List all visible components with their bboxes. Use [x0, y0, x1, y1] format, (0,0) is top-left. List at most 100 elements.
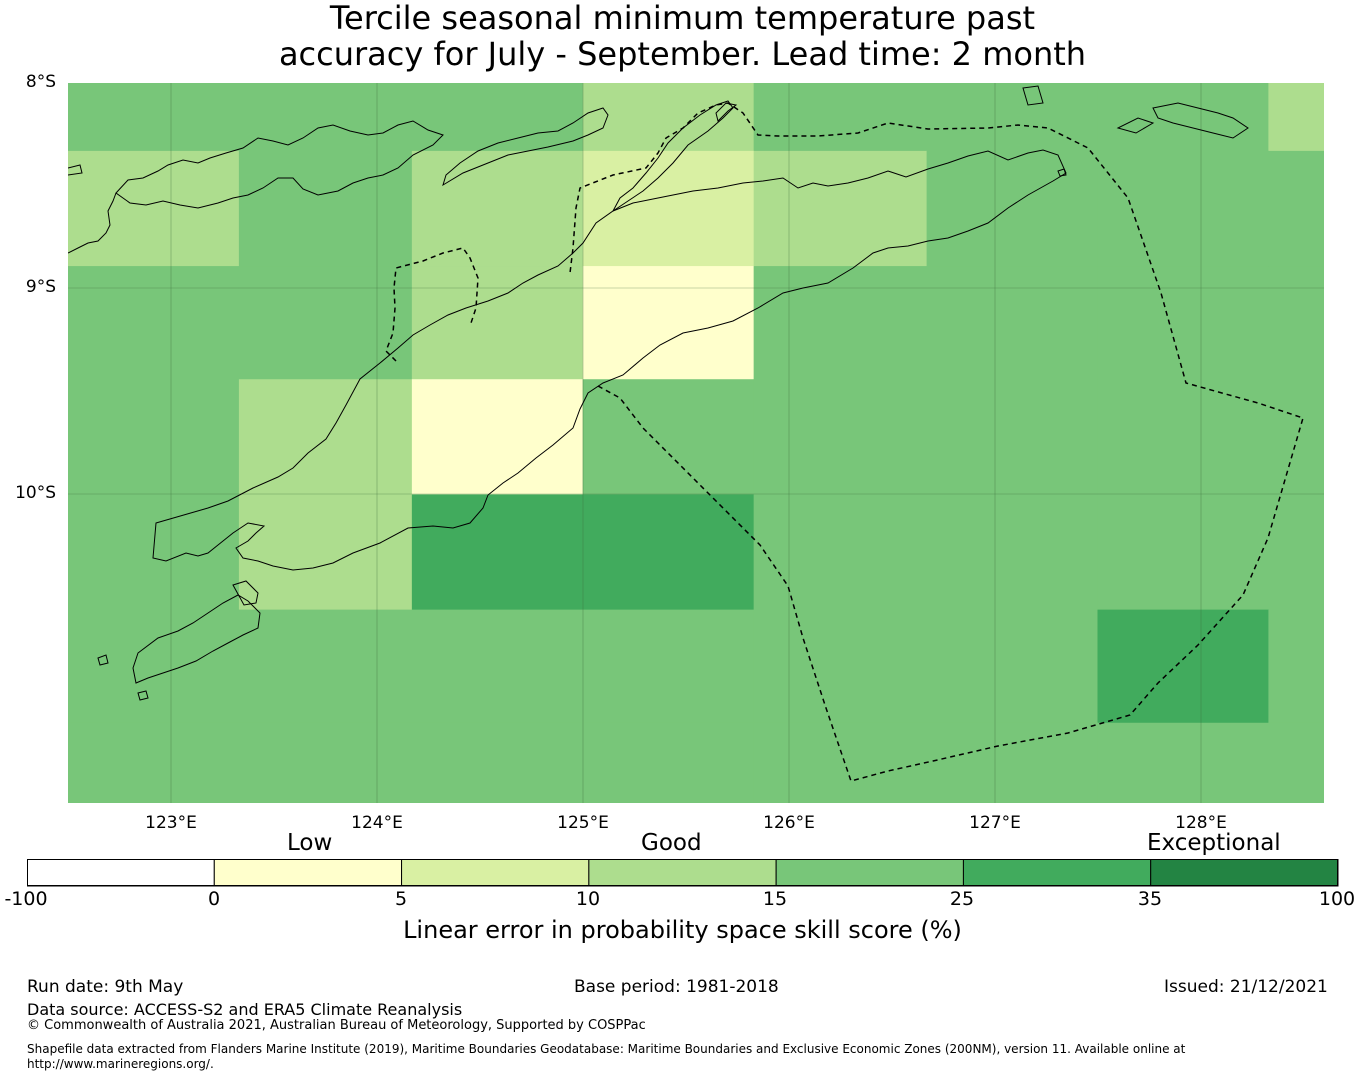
skill-cell: [1268, 722, 1324, 803]
colorbar-tick-5: 5: [394, 888, 408, 910]
lon-label-127e: 127°E: [969, 813, 1021, 833]
skill-cell: [238, 83, 413, 152]
coastline-kisar: [1022, 85, 1044, 106]
skill-cell: [1268, 83, 1324, 152]
colorbar-label: Linear error in probability space skill …: [403, 916, 962, 944]
skill-cell: [68, 609, 240, 724]
skill-cell: [753, 266, 928, 380]
skill-cell: [1268, 609, 1324, 724]
coastline-savu-edge: [137, 690, 149, 701]
skill-cell: [411, 609, 584, 724]
colorbar-category-low: Low: [287, 830, 333, 856]
chart-title-line-2: accuracy for July - September. Lead time…: [278, 35, 1087, 73]
lat-label-8s: 8°S: [25, 72, 56, 92]
coastline-pantar: [68, 192, 117, 254]
skill-cell: [926, 609, 1099, 724]
skill-cell: [1097, 609, 1269, 724]
coastline-timor: [152, 149, 1067, 571]
coastline-flores-edge: [68, 164, 83, 176]
skill-cell: [68, 722, 240, 803]
colorbar-segment: [775, 859, 964, 887]
skill-cell: [926, 150, 1099, 267]
skill-cell: [582, 722, 755, 803]
colorbar-segment: [27, 859, 215, 887]
skill-cell: [68, 150, 240, 267]
chart-title-line-1: Tercile seasonal minimum temperature pas…: [329, 0, 1036, 37]
skill-cell: [238, 266, 413, 380]
run-date: Run date: 9th May: [27, 977, 184, 997]
skill-cell: [582, 83, 755, 152]
colorbar-category-exceptional: Exceptional: [1147, 830, 1281, 856]
coastline-moa: [1152, 102, 1249, 139]
colorbar-segment: [588, 859, 777, 887]
skill-cell: [582, 150, 755, 267]
skill-cell: [926, 722, 1099, 803]
colorbar-border: [27, 859, 1338, 886]
coastline-jaco: [1057, 168, 1067, 177]
skill-cell: [238, 150, 413, 267]
colorbar-tick-10: 10: [575, 888, 601, 910]
coastline-rote: [132, 594, 261, 684]
coastline-ndao: [97, 654, 109, 666]
skill-cell: [68, 379, 240, 495]
coastline-wetar: [442, 107, 609, 187]
eez-oecusse: [385, 247, 479, 362]
lon-label-125e: 125°E: [557, 813, 609, 833]
coastline-leti: [1116, 117, 1155, 134]
skill-cell: [411, 379, 584, 495]
skill-cell: [926, 379, 1099, 495]
skill-cell: [411, 722, 584, 803]
skill-cell: [582, 494, 755, 611]
skill-cell: [582, 609, 755, 724]
colorbar-tick-25: 25: [949, 888, 975, 910]
skill-cell: [582, 379, 755, 495]
skill-cell: [926, 83, 1099, 152]
coastline-atauro: [715, 102, 738, 122]
skill-score-map: [68, 83, 1324, 803]
colorbar-segment: [213, 859, 403, 887]
skill-cell: [1097, 379, 1269, 495]
colorbar-segment: [401, 859, 590, 887]
skill-cell: [1097, 150, 1269, 267]
shapefile-credit-line-2: http://www.marineregions.org/.: [27, 1057, 214, 1071]
skill-cell: [411, 83, 584, 152]
skill-cell: [1268, 379, 1324, 495]
colorbar-tick-15: 15: [762, 888, 788, 910]
skill-cell: [1097, 722, 1269, 803]
lat-label-9s: 9°S: [25, 277, 56, 297]
skill-cell: [753, 494, 928, 611]
lon-label-128e: 128°E: [1175, 813, 1227, 833]
shapefile-credit-line-1: Shapefile data extracted from Flanders M…: [27, 1042, 1186, 1056]
skill-cell: [68, 266, 240, 380]
coastline-alor: [115, 120, 444, 209]
issued-date: Issued: 21/12/2021: [1164, 977, 1328, 997]
colorbar-tick-0: 0: [207, 888, 221, 910]
skill-cell: [753, 722, 928, 803]
lon-label-124e: 124°E: [351, 813, 403, 833]
skill-cell: [1268, 150, 1324, 267]
colorbar: [27, 859, 1339, 887]
skill-cell: [238, 609, 413, 724]
skill-cell: [1268, 266, 1324, 380]
skill-cell: [753, 83, 928, 152]
colorbar-tick-35: 35: [1137, 888, 1163, 910]
colorbar-segment: [962, 859, 1152, 887]
skill-cell: [1097, 266, 1269, 380]
colorbar-category-good: Good: [641, 830, 702, 856]
colorbar-tick-100: 100: [1318, 888, 1356, 910]
skill-cell: [411, 266, 584, 380]
skill-cell: [238, 494, 413, 611]
colorbar-segment: [1150, 859, 1339, 887]
coastlines: [68, 85, 1249, 701]
colorbar-tick-minus-100: -100: [4, 888, 48, 910]
skill-cell: [238, 722, 413, 803]
skill-cell: [753, 379, 928, 495]
skill-cell: [582, 266, 755, 380]
copyright: © Commonwealth of Australia 2021, Austra…: [27, 1018, 646, 1033]
lat-label-10s: 10°S: [15, 483, 56, 503]
skill-cell: [238, 379, 413, 495]
eez-timor-leste: [569, 102, 1304, 782]
coastline-wetar-east: [612, 100, 734, 212]
skill-cell: [753, 609, 928, 724]
base-period: Base period: 1981-2018: [574, 977, 779, 997]
